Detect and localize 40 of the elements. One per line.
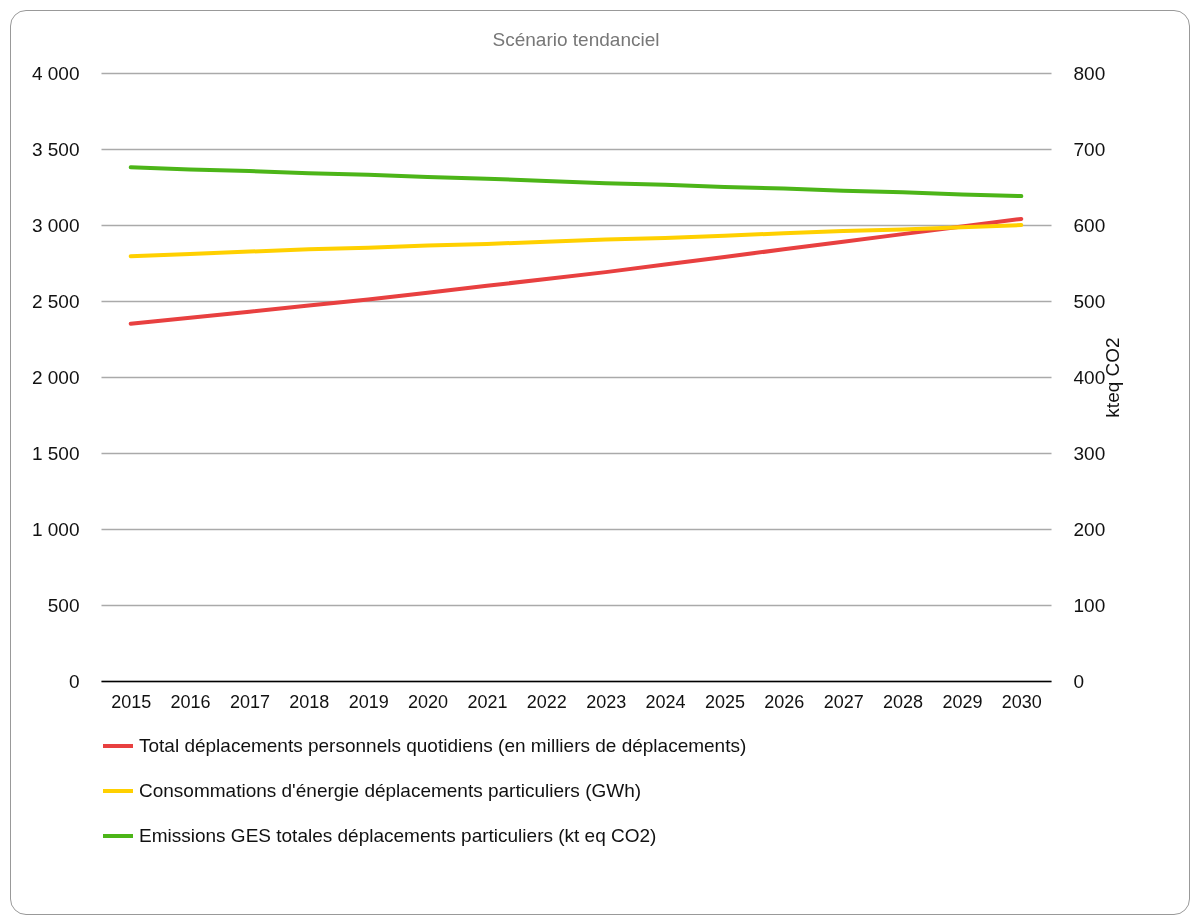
y-tick-label: 3 000 <box>31 214 80 236</box>
y-tick-label: 500 <box>47 594 80 616</box>
x-tick-label: 2028 <box>883 691 924 712</box>
legend-label: Total déplacements personnels quotidiens (en milliers de déplacements) <box>139 735 747 756</box>
y-tick-label: 1 000 <box>31 518 80 540</box>
x-tick-label: 2023 <box>586 691 627 712</box>
y2-tick-label: 600 <box>1073 214 1106 236</box>
legend-label: Emissions GES totales déplacements particuliers (kt eq CO2) <box>139 825 657 846</box>
x-tick-label: 2020 <box>408 691 449 712</box>
y2-tick-label: 700 <box>1073 138 1106 160</box>
x-tick-label: 2015 <box>111 691 152 712</box>
y2-tick-label: 500 <box>1073 290 1106 312</box>
x-tick-label: 2029 <box>942 691 983 712</box>
x-tick-label: 2026 <box>764 691 805 712</box>
y-tick-label: 3 500 <box>31 138 80 160</box>
line-series <box>128 223 1024 259</box>
x-tick-label: 2024 <box>645 691 686 712</box>
x-tick-label: 2016 <box>170 691 211 712</box>
legend-label: Consommations d'énergie déplacements particuliers (GWh) <box>139 780 642 801</box>
y-tick-label: 2 500 <box>31 290 80 312</box>
y2-tick-label: 200 <box>1073 518 1106 540</box>
x-tick-label: 2017 <box>229 691 270 712</box>
y-tick-label: 0 <box>68 670 80 692</box>
y-tick-label: 4 000 <box>31 62 80 84</box>
line-series <box>128 216 1024 326</box>
chart-title: Scénario tendanciel <box>492 29 660 50</box>
y2-tick-label: 300 <box>1073 442 1106 464</box>
y-tick-label: 1 500 <box>31 442 80 464</box>
x-tick-label: 2018 <box>289 691 330 712</box>
y2-tick-label: 800 <box>1073 62 1106 84</box>
y2-tick-label: 0 <box>1073 670 1085 692</box>
x-tick-label: 2025 <box>704 691 745 712</box>
x-tick-label: 2019 <box>348 691 389 712</box>
y2-tick-label: 100 <box>1073 594 1106 616</box>
y-tick-label: 2 000 <box>31 366 80 388</box>
x-tick-label: 2030 <box>1001 691 1042 712</box>
line-series <box>128 165 1024 199</box>
x-tick-label: 2022 <box>526 691 567 712</box>
x-tick-label: 2021 <box>467 691 508 712</box>
x-tick-label: 2027 <box>823 691 864 712</box>
